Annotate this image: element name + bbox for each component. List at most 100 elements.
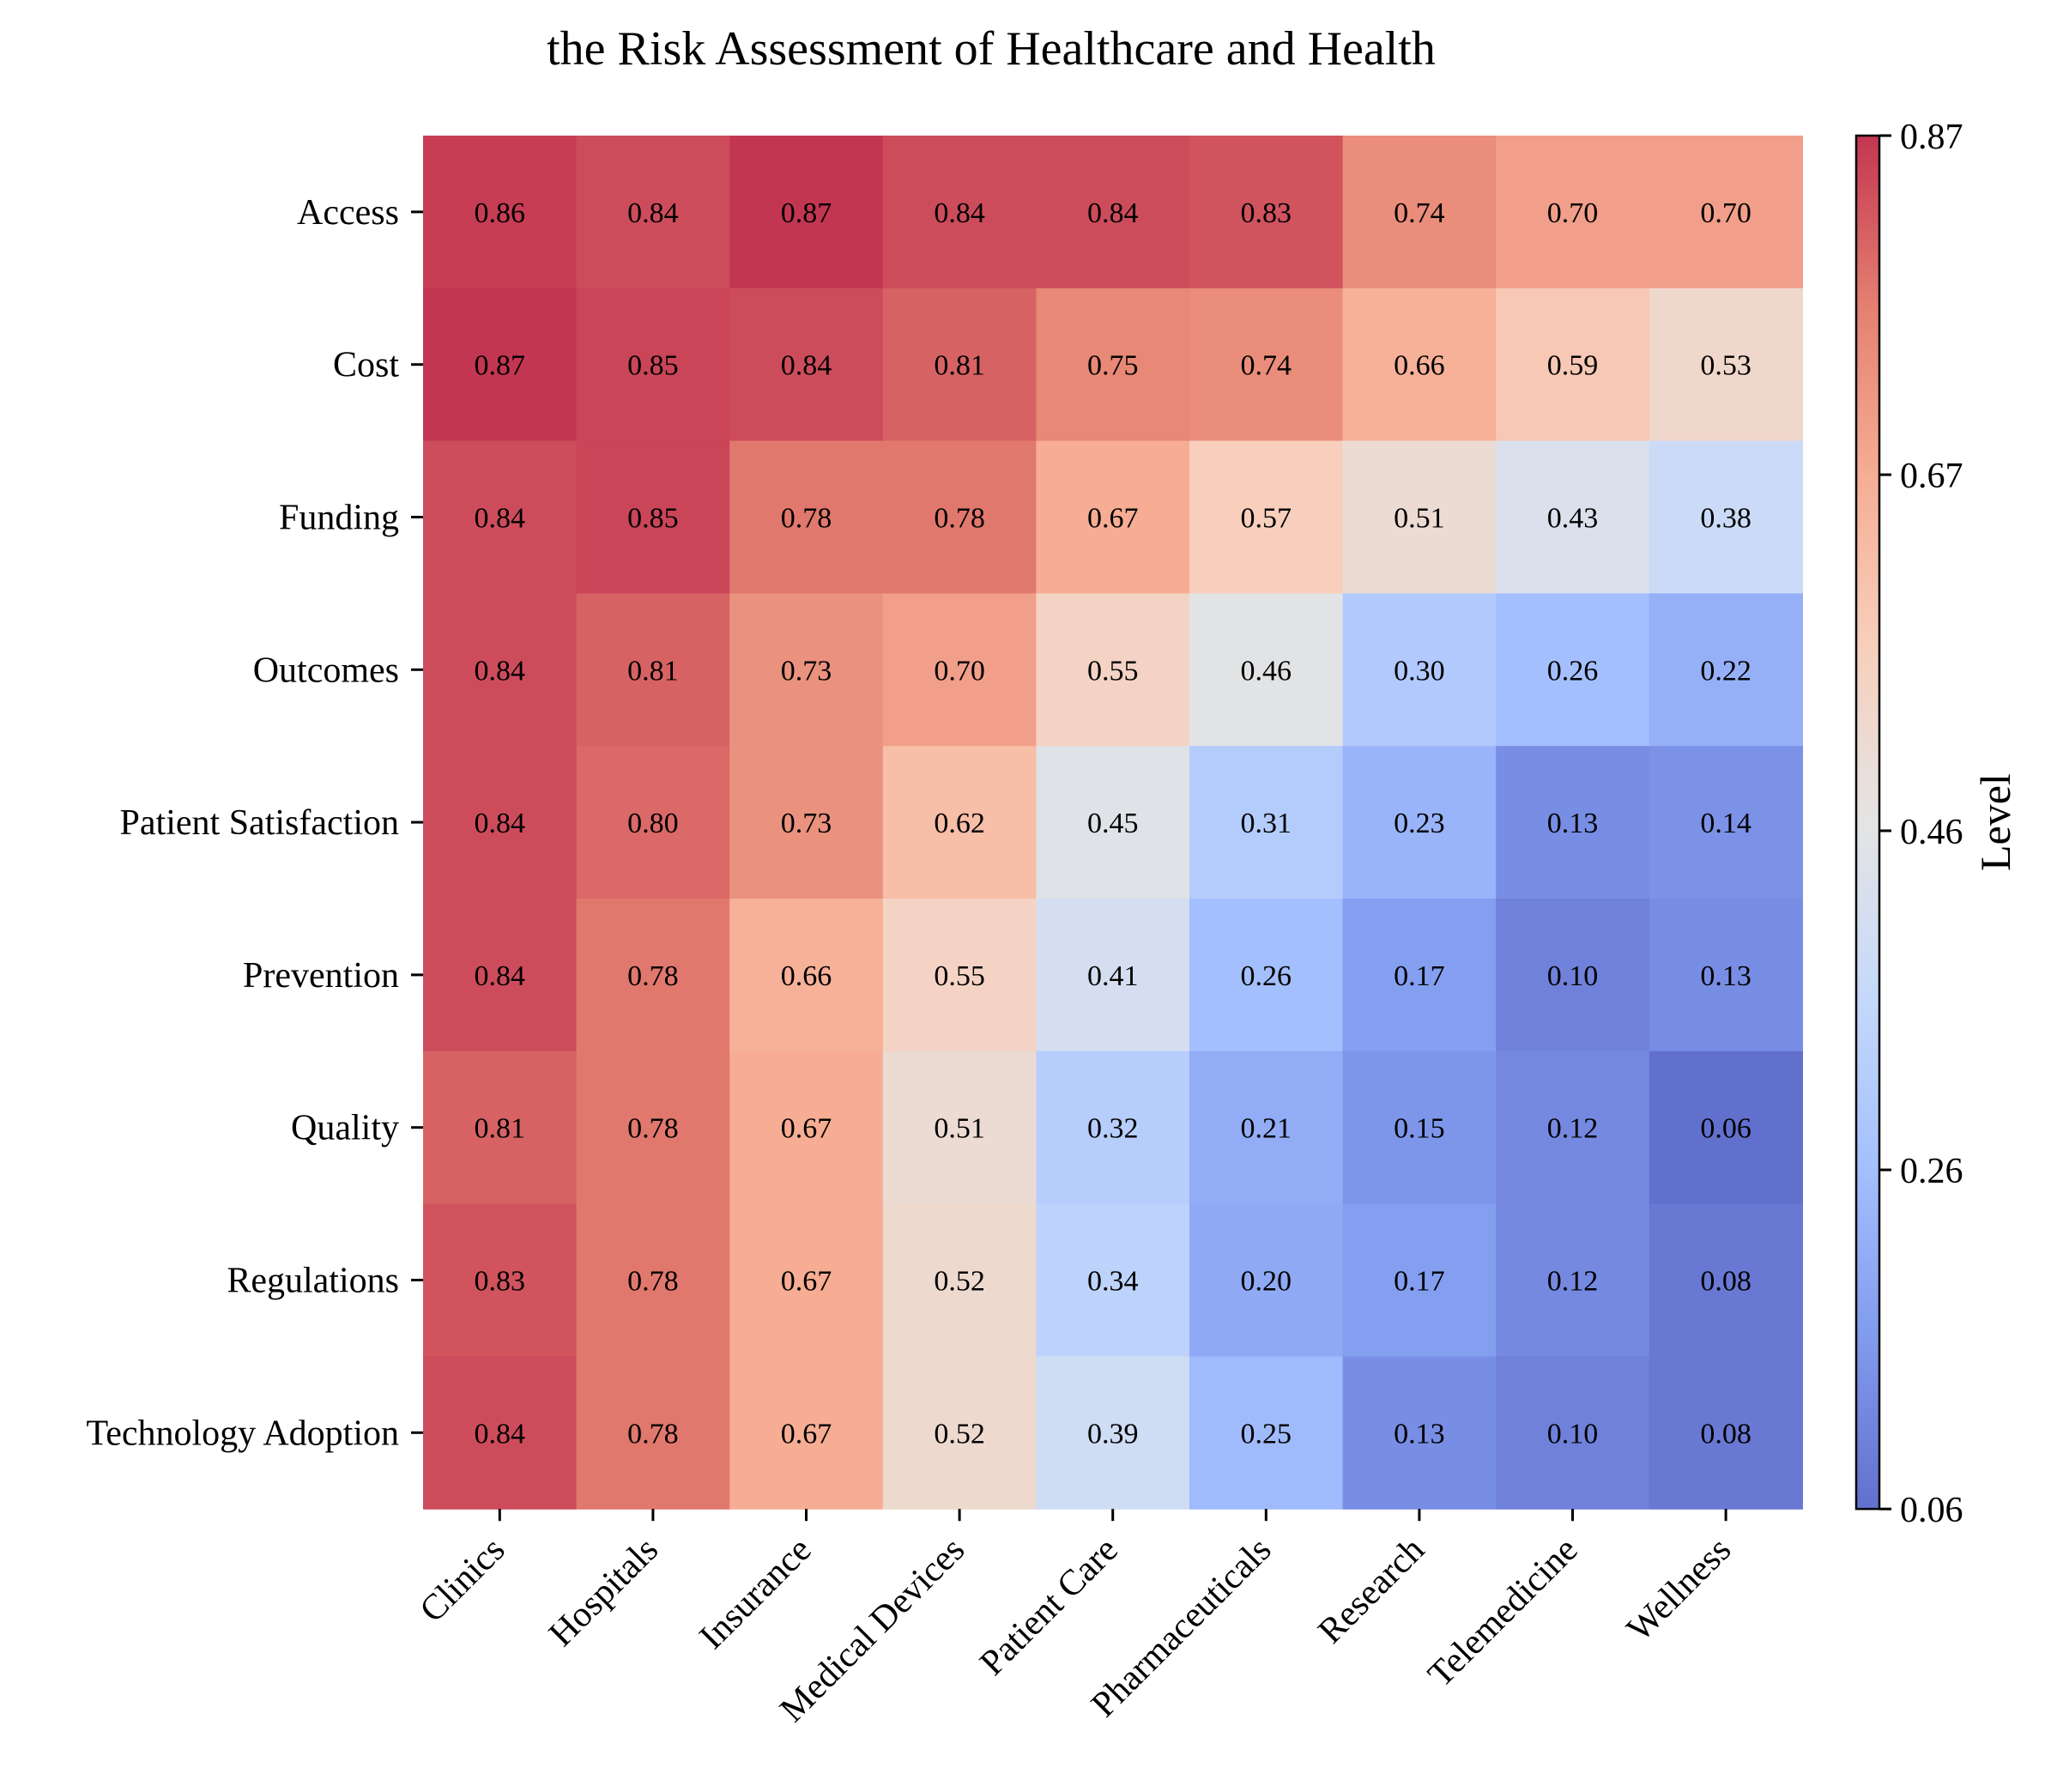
heatmap-cell: [729, 288, 884, 442]
heatmap-cell: [1189, 288, 1344, 442]
heatmap-cell: [1342, 136, 1497, 289]
heatmap-cell: [1649, 1356, 1803, 1510]
cell-value-label: 0.74: [1241, 350, 1292, 382]
heatmap-cell: [1036, 288, 1190, 442]
colorbar-label: Level: [1971, 773, 2019, 871]
heatmap-cell: [1496, 746, 1650, 899]
cell-value-label: 0.38: [1700, 503, 1752, 535]
cell-value-label: 0.13: [1394, 1418, 1445, 1450]
heatmap-cell: [1649, 288, 1803, 442]
heatmap-cell: [1496, 136, 1650, 289]
cell-value-label: 0.52: [934, 1418, 985, 1450]
heatmap-cell: [423, 1356, 578, 1510]
cell-value-label: 0.80: [627, 808, 679, 839]
heatmap-cell: [729, 1050, 884, 1205]
heatmap-cell: [1649, 440, 1803, 594]
y-tick-label: Funding: [279, 499, 399, 538]
cell-value-label: 0.84: [1087, 197, 1139, 229]
cell-value-label: 0.59: [1547, 350, 1599, 382]
cell-value-label: 0.26: [1241, 960, 1292, 992]
y-axis: Access Cost Funding Outcomes Patient Satisfa…: [86, 193, 423, 1453]
heatmap-cell: [729, 746, 884, 899]
cell-value-label: 0.14: [1700, 808, 1752, 839]
heatmap-cell: [1496, 1356, 1650, 1510]
heatmap-cell: [1036, 746, 1190, 899]
heatmap-cell: [1649, 1203, 1803, 1357]
heatmap-cell: [1189, 593, 1344, 747]
heatmap-cell: [882, 899, 1037, 1052]
heatmap-cell: [1342, 899, 1497, 1052]
cell-value-label: 0.23: [1394, 808, 1445, 839]
cell-value-label: 0.78: [934, 503, 985, 535]
cell-value-label: 0.08: [1700, 1266, 1752, 1298]
cell-value-label: 0.15: [1394, 1113, 1445, 1145]
heatmap-cell: [1342, 440, 1497, 594]
heatmap-cell: [1649, 593, 1803, 747]
heatmap-cell: [576, 593, 730, 747]
heatmap-cell: [882, 440, 1037, 594]
cell-value-label: 0.73: [781, 655, 832, 687]
cell-value-label: 0.25: [1241, 1418, 1292, 1450]
cell-value-label: 0.85: [627, 503, 679, 535]
heatmap-cell: [729, 136, 884, 289]
heatmap-cell: [729, 593, 884, 747]
heatmap-cell: [423, 746, 578, 899]
heatmap-cell: [882, 1050, 1037, 1205]
cell-value-label: 0.06: [1700, 1113, 1752, 1145]
heatmap-cell: [1342, 593, 1497, 747]
heatmap-cell: [729, 1356, 884, 1510]
cell-value-label: 0.08: [1700, 1418, 1752, 1450]
heatmap-cell: [1189, 746, 1344, 899]
heatmap-cell: [1189, 136, 1344, 289]
heatmap-cell: [1342, 1203, 1497, 1357]
cell-value-label: 0.67: [1087, 503, 1139, 535]
x-tick-label: Research: [1311, 1530, 1432, 1651]
heatmap-cell: [576, 136, 730, 289]
cell-value-label: 0.84: [475, 1418, 526, 1450]
cell-value-labels: 0.86 0.84 0.87 0.84 0.84 0.83 0.74 0.70 0.70 0.87…: [475, 197, 1752, 1450]
cell-value-label: 0.67: [781, 1113, 832, 1145]
heatmap-cell: [423, 136, 578, 289]
colorbar-tick-label: 0.46: [1900, 813, 1963, 852]
heatmap-cell: [729, 1203, 884, 1357]
heatmap-cell: [1496, 440, 1650, 594]
cell-value-label: 0.81: [475, 1113, 526, 1145]
cell-value-label: 0.57: [1241, 503, 1292, 535]
cell-value-label: 0.17: [1394, 1266, 1445, 1298]
cell-value-label: 0.22: [1700, 655, 1752, 687]
cell-value-label: 0.84: [475, 655, 526, 687]
heatmap-cell: [576, 288, 730, 442]
cell-value-label: 0.78: [627, 960, 679, 992]
cell-value-label: 0.52: [934, 1266, 985, 1298]
cell-value-label: 0.78: [627, 1418, 679, 1450]
heatmap-cell: [1189, 1356, 1344, 1510]
chart-title: the Risk Assessment of Healthcare and He…: [547, 22, 1436, 76]
y-tick-label: Cost: [333, 346, 399, 385]
colorbar-gradient: [1854, 134, 1881, 1510]
cell-value-label: 0.13: [1700, 960, 1752, 992]
colorbar: 0.06 0.26 0.46 0.67 0.87 Level: [1854, 118, 2019, 1530]
heatmap-cell: [1342, 1356, 1497, 1510]
cell-value-label: 0.26: [1547, 655, 1599, 687]
x-tick-label: Clinics: [413, 1530, 513, 1631]
cell-value-label: 0.78: [627, 1113, 679, 1145]
x-tick-label: Insurance: [693, 1530, 820, 1657]
x-tick-label: Telemedicine: [1421, 1530, 1586, 1695]
heatmap-cell: [1342, 746, 1497, 899]
heatmap-cell: [1496, 899, 1650, 1052]
cell-value-label: 0.78: [627, 1266, 679, 1298]
heatmap-cell: [576, 899, 730, 1052]
heatmap-cell: [1036, 440, 1190, 594]
cell-value-label: 0.70: [1700, 197, 1752, 229]
cell-value-label: 0.84: [475, 808, 526, 839]
heatmap-cell: [729, 440, 884, 594]
cell-value-label: 0.70: [1547, 197, 1599, 229]
x-tick-label: Hospitals: [542, 1530, 666, 1655]
colorbar-tick-label: 0.87: [1900, 118, 1963, 157]
heatmap-cell: [1649, 136, 1803, 289]
heatmap-cell: [1189, 1050, 1344, 1205]
cell-value-label: 0.84: [781, 350, 832, 382]
heatmap-cell: [576, 746, 730, 899]
